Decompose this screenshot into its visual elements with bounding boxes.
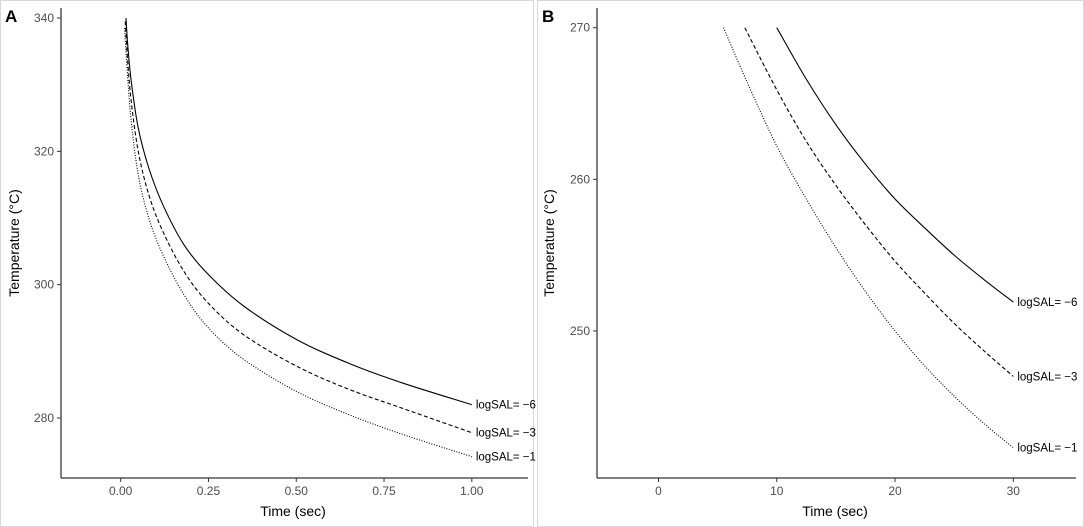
panel-a-y-tick-label: 280	[34, 411, 54, 425]
panel-a-y-title: Temperature (°C)	[6, 189, 22, 297]
panel-a-frame	[0, 0, 534, 527]
panel-a-series-line-dashed	[124, 21, 473, 434]
panel-b-y-tick-label: 260	[570, 172, 590, 186]
panel-a-y-tick-label: 300	[34, 278, 54, 292]
panel-b-y-title: Temperature (°C)	[541, 189, 557, 297]
panel-a-series-line-dotted	[124, 27, 472, 458]
panel-a-x-tick-label: 0.50	[285, 484, 309, 498]
panel-b-x-tick-label: 10	[770, 484, 784, 498]
panel-a-series-label: logSAL= −1	[476, 452, 536, 464]
panel-b: B Time (sec) Temperature (°C) 0 10 20 30 25…	[541, 7, 1077, 519]
panel-b-y-tick-label: 270	[570, 21, 590, 35]
panel-a-y-tick-label: 340	[34, 11, 54, 25]
panel-a-x-ticks: 0.00 0.25 0.50 0.75 1.00	[109, 478, 484, 498]
panel-a: A Time (sec) Temperature (°C) 0.00 0.25 0.…	[5, 7, 536, 519]
panel-b-x-ticks: 0 10 20 30	[655, 478, 1020, 498]
panel-b-x-tick-label: 0	[655, 484, 662, 498]
panel-b-x-tick-label: 20	[888, 484, 902, 498]
panel-a-series-label: logSAL= −3	[476, 428, 536, 440]
panel-b-y-tick-label: 250	[570, 324, 590, 338]
panel-b-series-line-solid	[776, 27, 1014, 303]
panel-b-x-title: Time (sec)	[802, 503, 868, 519]
panel-b-series-label: logSAL= −1	[1017, 443, 1077, 455]
panel-b-y-ticks: 250 260 270	[570, 21, 597, 338]
panel-a-letter: A	[5, 7, 17, 26]
panel-b-series-label: logSAL= −3	[1017, 371, 1077, 383]
panel-a-y-ticks: 280 300 320 340	[34, 11, 61, 425]
panel-a-x-tick-label: 0.00	[109, 484, 133, 498]
panel-a-x-tick-label: 0.75	[372, 484, 396, 498]
panel-a-y-tick-label: 320	[34, 144, 54, 158]
panel-b-letter: B	[542, 7, 554, 26]
panel-a-x-tick-label: 0.25	[197, 484, 221, 498]
panel-b-series-line-dashed	[744, 27, 1014, 377]
panel-a-series-labels: logSAL= −6 logSAL= −3 logSAL= −1	[476, 400, 536, 464]
panel-b-frame	[537, 0, 1084, 527]
panel-b-series-line-dotted	[723, 27, 1014, 449]
panel-a-x-title: Time (sec)	[260, 503, 326, 519]
panel-a-series	[124, 17, 473, 458]
panel-a-x-tick-label: 1.00	[460, 484, 484, 498]
panel-b-series	[723, 27, 1014, 449]
panel-b-series-label: logSAL= −6	[1017, 297, 1077, 309]
panel-b-series-labels: logSAL= −6 logSAL= −3 logSAL= −1	[1017, 297, 1077, 455]
panel-b-x-tick-label: 30	[1007, 484, 1021, 498]
panel-a-series-label: logSAL= −6	[476, 400, 536, 412]
panel-a-series-line-solid	[125, 17, 472, 406]
